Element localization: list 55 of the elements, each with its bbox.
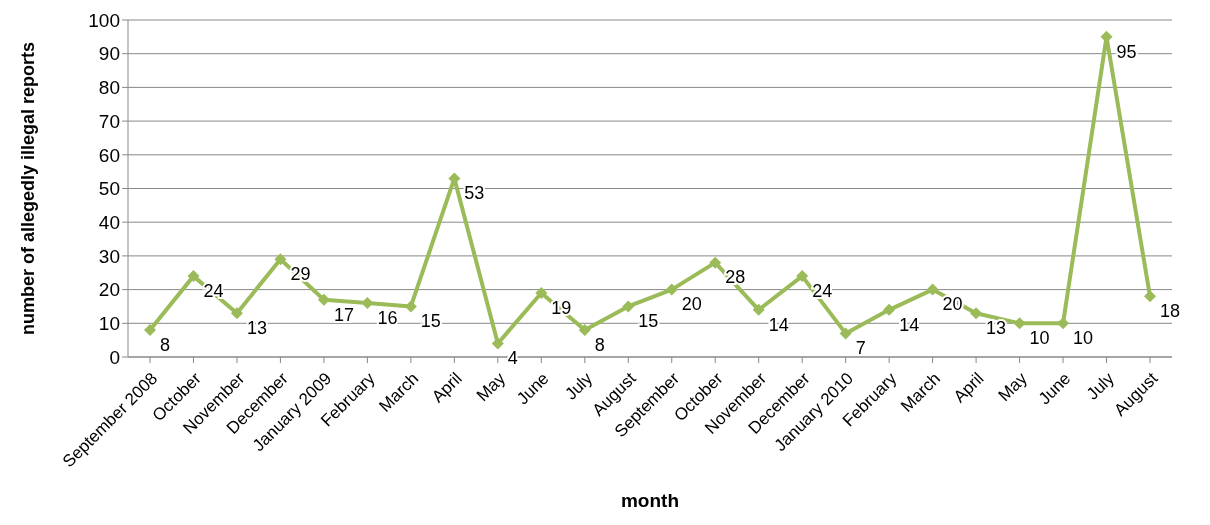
data-label: 10 xyxy=(1073,328,1094,349)
point xyxy=(274,253,287,266)
point xyxy=(665,283,678,296)
point xyxy=(709,256,722,269)
data-label: 4 xyxy=(507,348,518,369)
data-label: 7 xyxy=(855,338,866,359)
point xyxy=(578,324,591,337)
data-label: 13 xyxy=(246,317,267,338)
x-tick-label: May xyxy=(472,368,510,406)
y-tick-label: 60 xyxy=(98,144,120,166)
point xyxy=(317,293,330,306)
point xyxy=(144,324,156,337)
data-label: 15 xyxy=(420,311,441,332)
data-label: 95 xyxy=(1116,41,1137,62)
x-axis-title: month xyxy=(620,490,680,511)
point xyxy=(796,270,809,283)
point xyxy=(1057,317,1070,330)
data-label: 16 xyxy=(377,307,398,328)
point xyxy=(970,307,983,320)
y-axis-title: number of allegedly illegal reports xyxy=(18,41,39,336)
data-label: 8 xyxy=(594,334,605,355)
y-tick-label: 40 xyxy=(98,211,120,233)
y-tick-label: 20 xyxy=(98,279,120,301)
data-label: 15 xyxy=(638,311,659,332)
y-tick-label: 30 xyxy=(98,245,120,267)
x-tick-label: July xyxy=(561,368,597,404)
data-label: 53 xyxy=(464,183,485,204)
point xyxy=(491,337,504,350)
point xyxy=(622,300,635,313)
point xyxy=(187,270,200,283)
x-tick-label: July xyxy=(1083,368,1119,404)
data-label: 8 xyxy=(160,334,171,355)
data-label: 18 xyxy=(1160,301,1181,322)
data-label: 20 xyxy=(681,294,702,315)
y-tick-label: 80 xyxy=(98,77,120,99)
data-label: 14 xyxy=(899,314,920,335)
point xyxy=(839,327,852,340)
point xyxy=(752,303,765,316)
data-label: 14 xyxy=(768,314,789,335)
y-tick-label: 0 xyxy=(109,346,120,368)
point xyxy=(883,303,896,316)
x-tick-label: May xyxy=(994,368,1032,406)
data-label: 10 xyxy=(1029,328,1050,349)
data-label: 24 xyxy=(812,280,833,301)
data-label: 13 xyxy=(986,317,1007,338)
y-tick-label: 70 xyxy=(98,110,120,132)
y-tick-label: 100 xyxy=(88,9,120,31)
point xyxy=(230,307,243,320)
point xyxy=(1144,290,1156,303)
point xyxy=(926,283,939,296)
data-label: 17 xyxy=(333,304,354,325)
y-tick-label: 10 xyxy=(98,313,120,335)
point xyxy=(535,286,548,299)
y-tick-label: 50 xyxy=(98,178,120,200)
y-tick-label: 90 xyxy=(98,43,120,65)
